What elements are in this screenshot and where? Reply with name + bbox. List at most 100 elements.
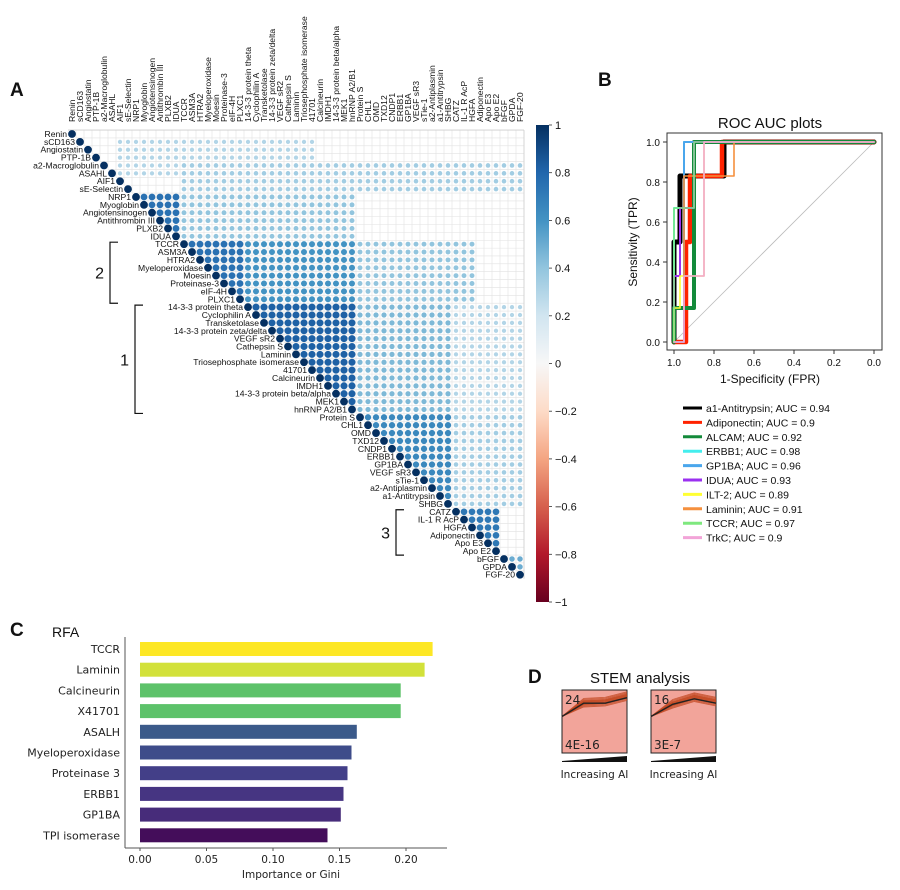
correlation-dot xyxy=(332,311,340,319)
colorbar-tick-label: 0.6 xyxy=(555,215,570,227)
correlation-dot xyxy=(365,171,371,176)
correlation-dot xyxy=(357,375,363,381)
correlation-dot xyxy=(421,281,427,286)
correlation-dot xyxy=(396,422,404,429)
correlation-dot xyxy=(389,328,395,334)
correlation-dot xyxy=(412,468,420,477)
correlation-dot xyxy=(316,350,324,358)
correlation-dot xyxy=(429,328,435,334)
correlation-dot xyxy=(477,352,483,357)
row-label: Calcineurin xyxy=(272,373,315,383)
correlation-dot xyxy=(405,171,411,176)
correlation-dot xyxy=(205,178,211,184)
correlation-dot xyxy=(340,241,348,248)
correlation-dot xyxy=(277,186,283,192)
correlation-dot xyxy=(437,375,443,381)
correlation-dot xyxy=(357,241,363,247)
correlation-dot xyxy=(477,407,483,412)
correlation-dot xyxy=(381,257,387,263)
correlation-dot xyxy=(189,147,195,152)
correlation-dot xyxy=(205,233,211,239)
correlation-dot xyxy=(509,383,515,388)
correlation-dot xyxy=(493,391,499,396)
correlation-dot xyxy=(421,312,427,318)
correlation-dot xyxy=(269,163,275,168)
correlation-dot xyxy=(501,391,507,396)
correlation-dot xyxy=(205,139,211,145)
correlation-dot xyxy=(325,186,331,192)
correlation-dot xyxy=(237,155,243,160)
correlation-dot xyxy=(308,280,316,287)
correlation-dot xyxy=(365,241,371,247)
increasing-wedge-icon xyxy=(562,756,627,762)
correlation-dot xyxy=(309,147,315,152)
correlation-dot xyxy=(277,218,283,224)
correlation-dot xyxy=(332,374,340,382)
correlation-dot xyxy=(269,139,275,145)
correlation-dot xyxy=(316,272,324,279)
correlation-dot xyxy=(349,218,355,224)
correlation-dot xyxy=(181,194,187,200)
correlation-dot xyxy=(421,186,427,192)
stem-xlabel: Increasing AI xyxy=(561,769,629,781)
correlation-dot xyxy=(108,169,116,178)
correlation-dot xyxy=(341,186,347,192)
correlation-dot xyxy=(284,335,292,343)
rfa-category-label: X41701 xyxy=(77,705,120,718)
correlation-dot xyxy=(436,477,444,484)
correlation-dot xyxy=(413,351,419,357)
correlation-dot xyxy=(396,445,404,452)
correlation-dot xyxy=(420,445,428,452)
correlation-dot xyxy=(205,225,211,231)
correlation-dot xyxy=(260,241,268,248)
correlation-dot xyxy=(436,445,444,452)
correlation-dot xyxy=(268,326,276,335)
column-label: Calcineurin xyxy=(315,79,325,122)
correlation-dot xyxy=(381,288,387,294)
correlation-dot xyxy=(212,256,220,264)
correlation-dot xyxy=(301,186,307,192)
correlation-dot xyxy=(485,430,491,436)
correlation-dot xyxy=(445,163,451,168)
column-label: ASM3A xyxy=(187,93,197,122)
correlation-dot xyxy=(437,351,443,357)
colorbar-tick-label: −0.4 xyxy=(555,454,577,466)
correlation-dot xyxy=(268,296,276,303)
correlation-dot xyxy=(365,351,371,357)
correlation-dot xyxy=(517,178,523,184)
correlation-dot xyxy=(124,185,132,193)
correlation-dot xyxy=(341,178,347,184)
correlation-dot xyxy=(308,272,316,279)
roc-ylabel: Sensitivity (TPR) xyxy=(626,197,640,286)
correlation-dot xyxy=(445,288,451,294)
panel-label-c: C xyxy=(10,620,24,641)
correlation-dot xyxy=(332,241,340,248)
correlation-dot xyxy=(485,375,491,381)
correlation-dot xyxy=(428,445,436,452)
correlation-dot xyxy=(357,296,363,302)
correlation-dot xyxy=(381,249,387,255)
correlation-dot xyxy=(453,415,459,420)
correlation-dot xyxy=(173,163,179,168)
correlation-dot xyxy=(365,406,371,413)
correlation-dot xyxy=(221,139,227,145)
correlation-dot xyxy=(501,493,507,499)
row-label: Cathepsin S xyxy=(236,341,283,351)
correlation-dot xyxy=(484,524,492,531)
column-label: ASAHL xyxy=(107,94,117,122)
correlation-dot xyxy=(388,437,396,445)
correlation-dot xyxy=(453,296,459,302)
correlation-dot xyxy=(413,171,419,176)
correlation-dot xyxy=(493,320,499,326)
correlation-dot xyxy=(300,272,308,279)
correlation-dot xyxy=(477,462,483,467)
correlation-dot xyxy=(252,311,260,319)
correlation-dot xyxy=(404,460,412,469)
correlation-dot xyxy=(453,257,459,263)
correlation-dot xyxy=(469,360,475,365)
correlation-dot xyxy=(373,383,379,389)
correlation-dot xyxy=(348,319,356,327)
correlation-dot xyxy=(373,241,379,247)
correlation-dot xyxy=(189,218,195,224)
row-label: MEK1 xyxy=(316,397,340,407)
